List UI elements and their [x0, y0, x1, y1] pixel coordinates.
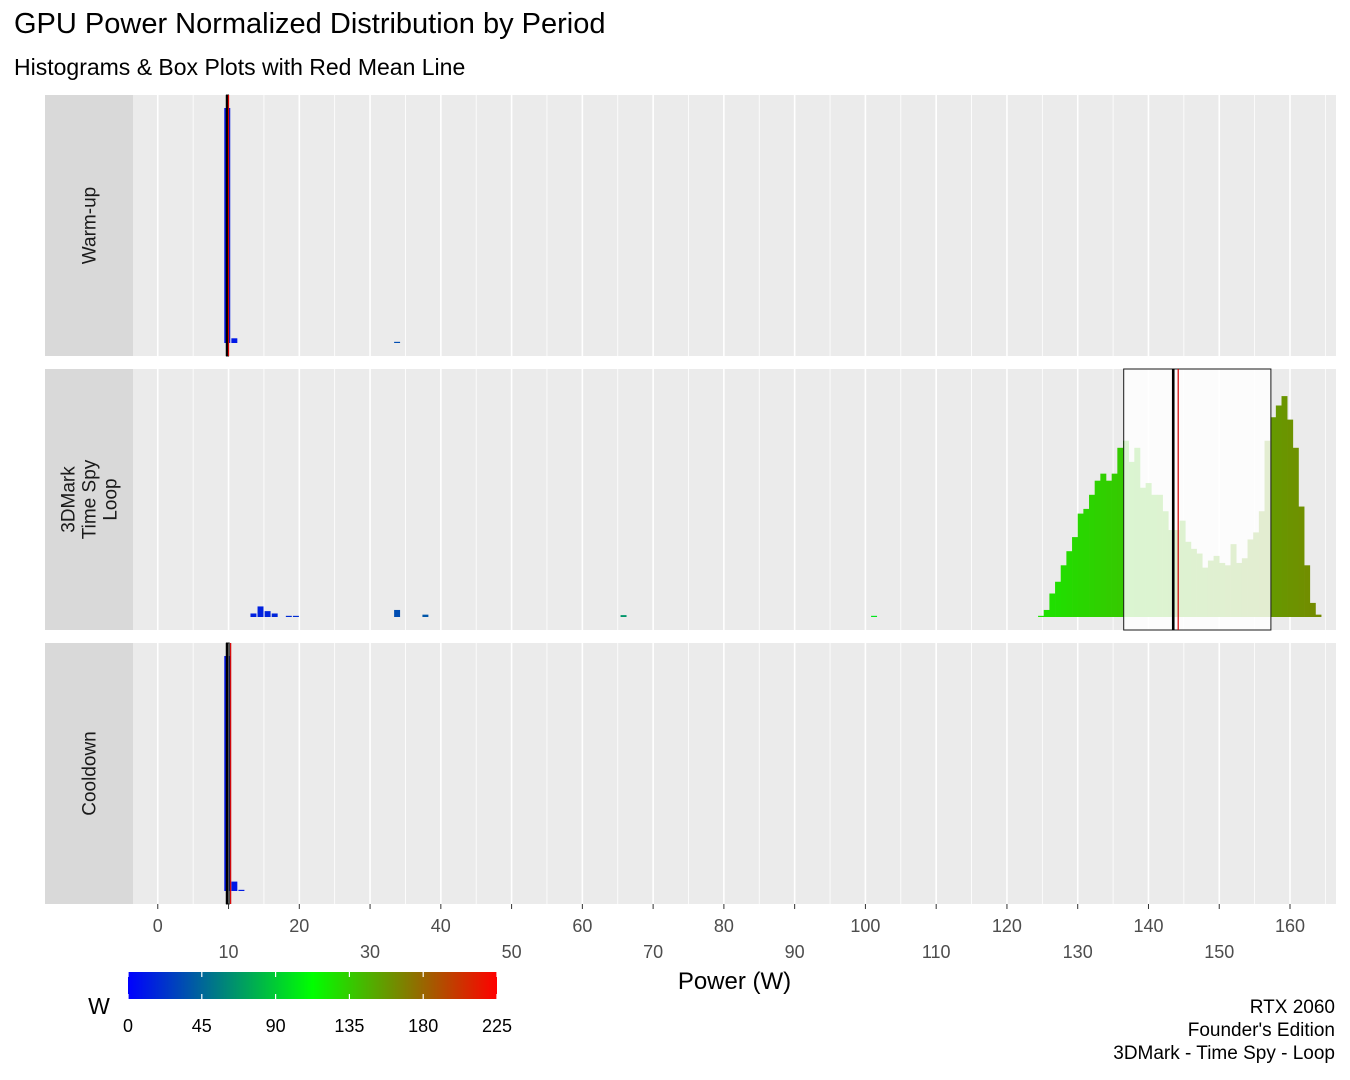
histogram-bar	[264, 611, 271, 617]
histogram-bar	[1038, 615, 1045, 617]
histogram-bar	[1049, 593, 1056, 617]
x-tick-label: 110	[922, 942, 951, 962]
x-tick-label: 80	[714, 916, 734, 936]
histogram-bar	[231, 338, 238, 343]
histogram-bar	[394, 609, 401, 617]
histogram-bar	[1117, 447, 1124, 617]
colorbar-tick-label: 180	[408, 1016, 438, 1036]
histogram-bar	[1287, 419, 1294, 617]
histogram-bar	[250, 613, 257, 617]
histogram-bar	[1106, 480, 1112, 617]
histogram-bar	[1094, 480, 1101, 617]
x-tick-label: 140	[1133, 916, 1163, 936]
histogram-bar	[1275, 405, 1282, 617]
facet-strip	[45, 95, 133, 356]
panel-background	[133, 643, 1336, 904]
caption-line-gpu: RTX 2060	[1249, 997, 1335, 1018]
histogram-bar	[1083, 508, 1090, 617]
facet-strip-line: Cooldown	[80, 731, 101, 816]
histogram-bar	[1066, 551, 1073, 617]
histogram-bar	[292, 615, 299, 617]
colorbar-tick-label: 135	[334, 1016, 364, 1036]
histogram-bar	[271, 613, 278, 617]
caption: RTX 2060 Founder's Edition 3DMark - Time…	[1113, 996, 1335, 1065]
histogram-bar	[257, 606, 264, 617]
colorbar-title: W	[88, 993, 110, 1019]
histogram-bar	[1089, 494, 1095, 617]
x-tick-label: 20	[289, 916, 309, 936]
x-tick-label: 100	[850, 916, 880, 936]
x-tick-label: 90	[785, 942, 805, 962]
histogram-bar	[1270, 417, 1277, 617]
histogram-bar	[1072, 537, 1079, 617]
colorbar-tick-label: 0	[123, 1016, 133, 1036]
histogram-bar	[1309, 602, 1316, 617]
x-tick-label: 130	[1063, 942, 1093, 962]
histogram-bar	[1304, 565, 1311, 617]
x-tick-label: 0	[153, 916, 163, 936]
facet-panel-3: Cooldown	[45, 642, 1336, 905]
histogram-bar	[1315, 614, 1322, 617]
colorbar-tick-label: 90	[266, 1016, 286, 1036]
histogram-bar	[1100, 473, 1107, 617]
facet-panel-2: 3DMarkTime SpyLoop	[45, 368, 1336, 631]
facet-strip-line: Warm-up	[80, 187, 101, 264]
facet-panels: Warm-up 3DMarkTime SpyLoop Cooldown	[45, 94, 1336, 905]
facet-strip-line: 3DMark	[59, 466, 80, 533]
facet-strip	[45, 643, 133, 904]
histogram-bar	[1292, 447, 1299, 617]
facet-strip-label: Cooldown	[80, 731, 101, 816]
facet-strip	[45, 369, 133, 630]
x-tick-label: 50	[502, 942, 522, 962]
x-axis-title: Power (W)	[678, 968, 791, 995]
histogram-bar	[1077, 513, 1084, 617]
x-tick-label: 160	[1275, 916, 1305, 936]
histogram-bar	[238, 889, 245, 891]
histogram-bar	[422, 614, 429, 617]
histogram-bar	[620, 615, 627, 617]
facet-strip-label: 3DMarkTime SpyLoop	[59, 459, 122, 539]
histogram-bar	[1060, 565, 1067, 617]
histogram-bar	[1281, 396, 1288, 617]
facet-panel-1: Warm-up	[45, 94, 1336, 357]
histogram-bar	[285, 615, 292, 617]
histogram-bar	[871, 615, 878, 617]
facet-strip-line: Time Spy	[80, 459, 101, 539]
panel-background	[133, 95, 1336, 356]
colorbar-tick-label: 45	[192, 1016, 212, 1036]
x-tick-label: 40	[431, 916, 451, 936]
caption-line-benchmark: 3DMark - Time Spy - Loop	[1113, 1043, 1335, 1064]
facet-strip-line: Loop	[101, 478, 122, 520]
x-tick-label: 10	[219, 942, 239, 962]
box-plot-box	[1123, 368, 1272, 631]
x-tick-label: 60	[572, 916, 592, 936]
colorbar-tick-label: 225	[482, 1016, 512, 1036]
histogram-bar	[1298, 506, 1305, 617]
histogram-bar	[1111, 473, 1118, 617]
histogram-bar	[394, 341, 401, 343]
x-tick-label: 150	[1204, 942, 1234, 962]
colorbar-legend: W0 45 90 135 180 225	[88, 972, 512, 1036]
chart-title: GPU Power Normalized Distribution by Per…	[14, 8, 606, 40]
caption-line-edition: Founder's Edition	[1187, 1020, 1335, 1041]
chart-subtitle: Histograms & Box Plots with Red Mean Lin…	[14, 54, 466, 80]
x-tick-label: 120	[992, 916, 1022, 936]
histogram-bar	[1055, 581, 1062, 617]
histogram-bar	[231, 881, 238, 891]
colorbar-gradient	[128, 972, 497, 999]
x-tick-label: 70	[643, 942, 663, 962]
x-axis: 0 20 40 60 80 100 120 140 160 10 30 50 70 90 110 130 150…	[153, 904, 1305, 995]
x-tick-label: 30	[360, 942, 380, 962]
histogram-bar	[1043, 609, 1050, 617]
facet-strip-label: Warm-up	[80, 187, 101, 264]
